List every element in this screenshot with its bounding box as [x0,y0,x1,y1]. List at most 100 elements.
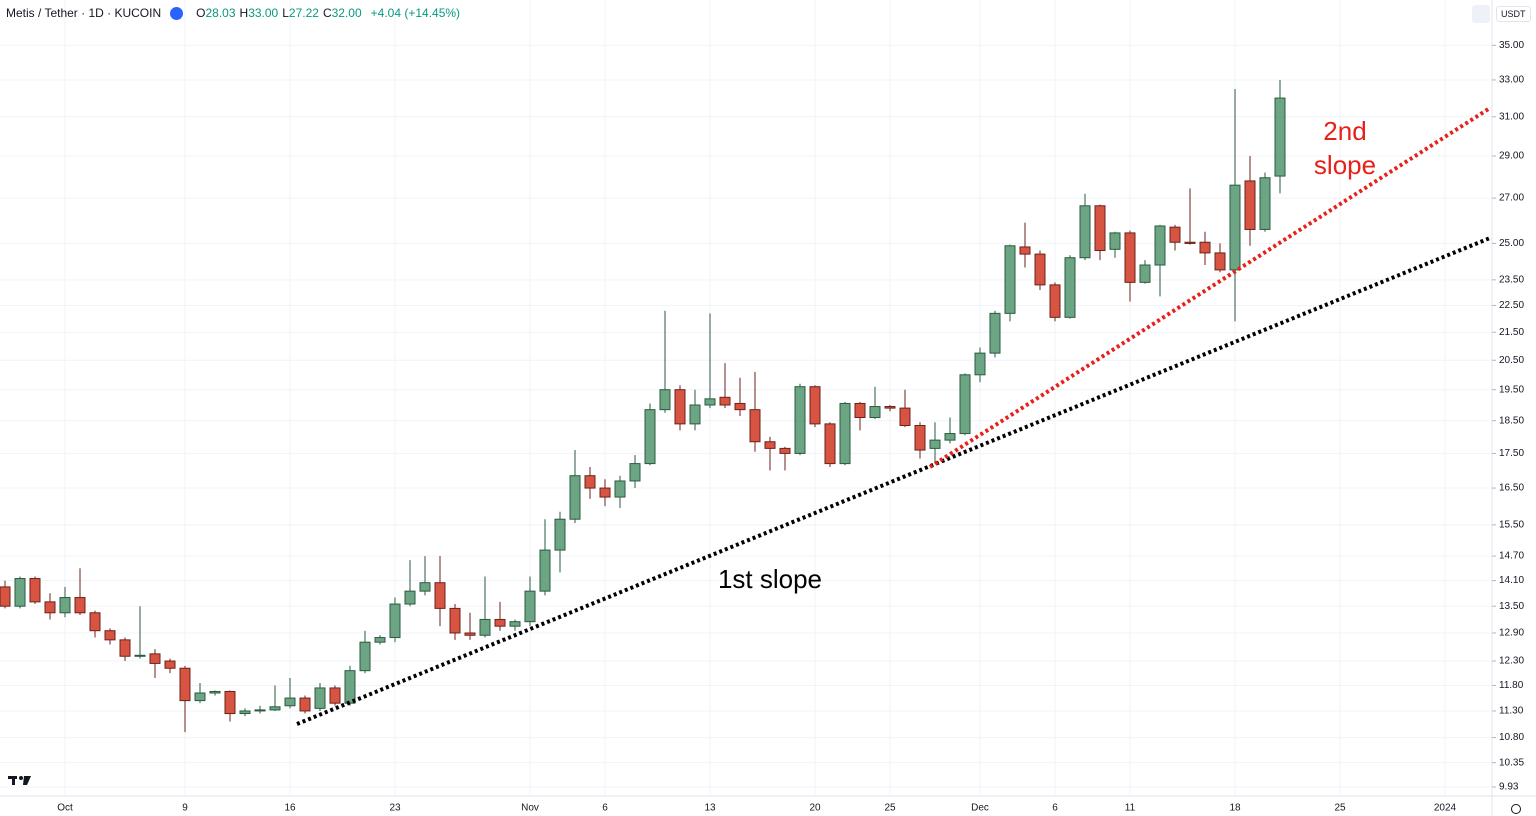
candle-body [1034,253,1046,286]
ohlc-key: H [239,6,249,20]
candle-body [209,690,221,694]
candle-body [329,687,341,704]
x-tick-label: 20 [809,803,821,814]
candle-body [0,586,11,607]
candle-body [704,398,716,406]
y-tick-label: 27.00 [1499,193,1524,204]
annotation: slope [1314,150,1376,180]
candle-body [1139,264,1151,283]
settings-icon[interactable] [1511,804,1521,814]
candle-body [944,433,956,441]
x-tick-label: 11 [1125,803,1136,814]
ohlc: O 28.03 H 33.00 L 27.22 C 32.00 [196,6,366,20]
y-tick-label: 10.80 [1499,732,1524,743]
candle-body [719,396,731,406]
x-tick-label: Dec [971,803,989,814]
candle-body [389,603,401,639]
candle-body [449,607,461,634]
y-tick-label: 11.80 [1499,680,1524,691]
y-tick-label: 23.50 [1499,274,1524,285]
candle-body [509,621,521,627]
y-tick-label: 25.00 [1499,238,1524,249]
candle-body [764,441,776,449]
compare-button[interactable] [1472,5,1490,23]
candle-body [569,475,581,520]
candle-body [914,424,926,451]
x-tick-label: 13 [704,803,716,814]
candle-body [929,439,941,449]
candle-body [239,710,251,715]
y-tick-label: 21.50 [1499,327,1524,338]
candle-body [1184,241,1196,244]
y-tick-label: 18.50 [1499,415,1524,426]
candle-body [734,402,746,411]
candle-body [1244,180,1256,230]
candle-body [1154,225,1166,266]
candle-body [434,582,446,609]
candle-body [419,582,431,592]
candle-body [1109,232,1121,250]
y-tick-label: 19.50 [1499,384,1524,395]
candle-body [374,637,386,643]
symbol: Metis / Tether · 1D · KUCOIN [6,6,162,20]
candle-body [404,590,416,605]
candle-body [1049,284,1061,318]
candle-body [29,578,41,603]
candle-body [344,670,356,704]
candle-body [254,709,266,712]
candle-body [644,409,656,465]
y-tick-label: 29.00 [1499,151,1524,162]
replay-icon[interactable] [170,6,184,20]
candle-body [869,406,881,419]
ohlc-key: L [282,6,289,20]
x-tick-label: 18 [1229,803,1241,814]
x-tick-label: 2024 [1434,803,1457,814]
candle-body [1079,205,1091,259]
candle-body [1274,97,1286,177]
ohlc-key: O [196,6,206,20]
candle-body [629,463,641,482]
y-tick-label: 13.50 [1499,601,1524,612]
candle-body [674,389,686,425]
candle-body [599,487,611,498]
candle-body [1199,241,1211,254]
candle-body [314,687,326,709]
candle-body [269,706,281,711]
x-tick-label: 6 [602,803,608,814]
currency[interactable]: USDT [1496,6,1531,22]
y-tick-label: 33.00 [1499,75,1524,86]
candle-body [539,549,551,592]
y-tick-label: 15.50 [1499,520,1524,531]
header: Metis / Tether · 1D · KUCOIN O 28.03 H 33.0… [6,6,464,20]
candle-body [479,618,491,636]
y-tick-label: 14.10 [1499,575,1524,586]
candle-body [194,692,206,702]
y-tick-label: 12.90 [1499,628,1524,639]
y-tick-label: 16.50 [1499,483,1524,494]
x-tick-label: 25 [1334,803,1346,814]
candle-body [854,402,866,419]
ohlc-value: 33.00 [248,6,279,20]
candles [0,79,1286,733]
y-tick-label: 35.00 [1499,40,1524,51]
y-tick-label: 20.50 [1499,355,1524,366]
candle-body [1064,257,1076,318]
candle-body [119,639,131,657]
candle-body [1229,184,1241,271]
candle-body [1004,245,1016,314]
y-tick-label: 31.00 [1499,111,1524,122]
candle-body [14,578,26,607]
x-tick-label: 16 [284,803,296,814]
annotation: 1st slope [718,564,822,594]
y-tick-label: 9.93 [1499,782,1519,793]
y-tick-label: 22.50 [1499,300,1524,311]
candle-body [749,409,761,443]
candle-body [1169,226,1181,243]
candle-body [1019,246,1031,255]
candle-body [44,601,56,614]
candle-body [299,697,311,712]
trend-line-2 [928,106,1492,469]
candle-body [179,667,191,702]
